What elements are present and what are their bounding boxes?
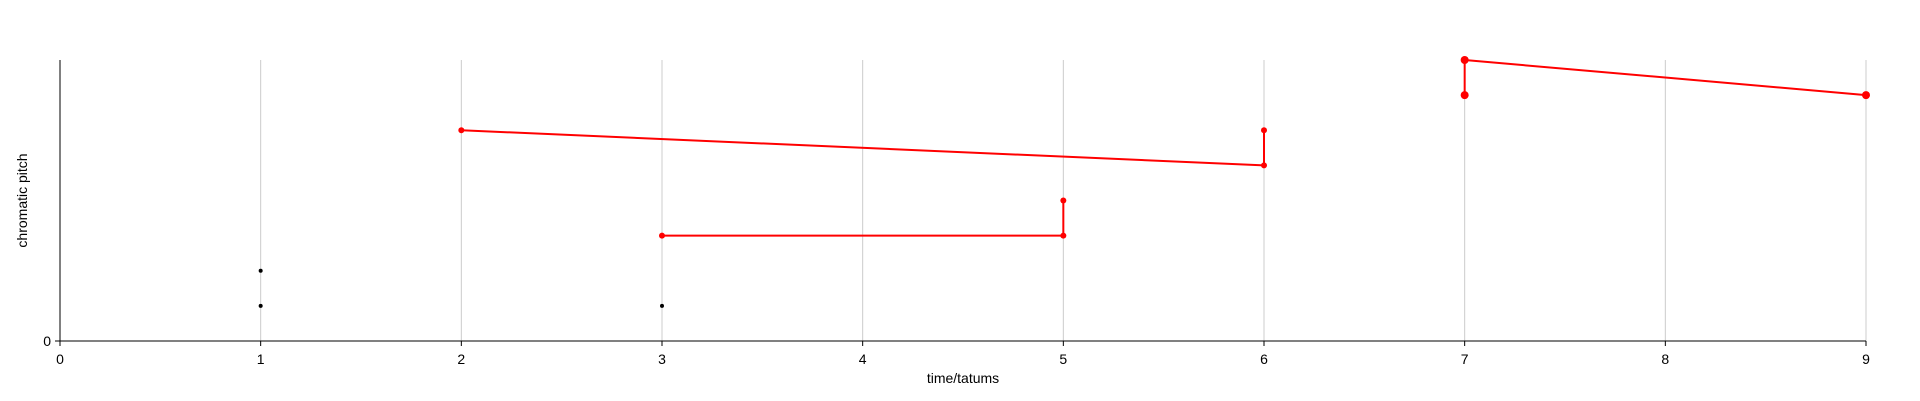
black-points xyxy=(258,268,664,308)
red-point-3-2 xyxy=(1460,56,1469,64)
red-point-2-2 xyxy=(1261,162,1267,169)
red-point-1-3 xyxy=(1060,197,1067,204)
x-tick-label-5: 5 xyxy=(1059,351,1067,367)
red-point-3-1 xyxy=(1460,91,1469,100)
x-axis-title: time/tatums xyxy=(927,370,999,386)
x-tick-label-0: 0 xyxy=(56,351,64,367)
x-tick-label-8: 8 xyxy=(1661,351,1669,367)
black-point-2 xyxy=(258,303,263,308)
x-tick-label-1: 1 xyxy=(257,351,265,367)
black-point-3 xyxy=(660,303,664,308)
red-paths xyxy=(458,56,1870,239)
y-tick-label-0: 0 xyxy=(43,333,51,349)
x-tick-label-2: 2 xyxy=(457,351,465,367)
red-point-2-3 xyxy=(1261,127,1267,134)
red-point-2-1 xyxy=(458,127,465,134)
tick-labels: 0 1 2 3 4 5 6 7 8 9 0 xyxy=(43,333,1870,367)
black-point-1 xyxy=(258,268,263,273)
x-tick-label-7: 7 xyxy=(1461,351,1469,367)
red-point-3-3 xyxy=(1862,91,1870,100)
x-tick-label-3: 3 xyxy=(658,351,666,367)
x-tick-label-4: 4 xyxy=(859,351,867,367)
y-axis-title: chromatic pitch xyxy=(14,153,30,247)
axes xyxy=(59,60,1866,342)
x-tick-label-9: 9 xyxy=(1862,351,1870,367)
red-point-1-2 xyxy=(1060,232,1067,239)
x-tick-label-6: 6 xyxy=(1260,351,1268,367)
red-point-1-1 xyxy=(659,232,665,239)
